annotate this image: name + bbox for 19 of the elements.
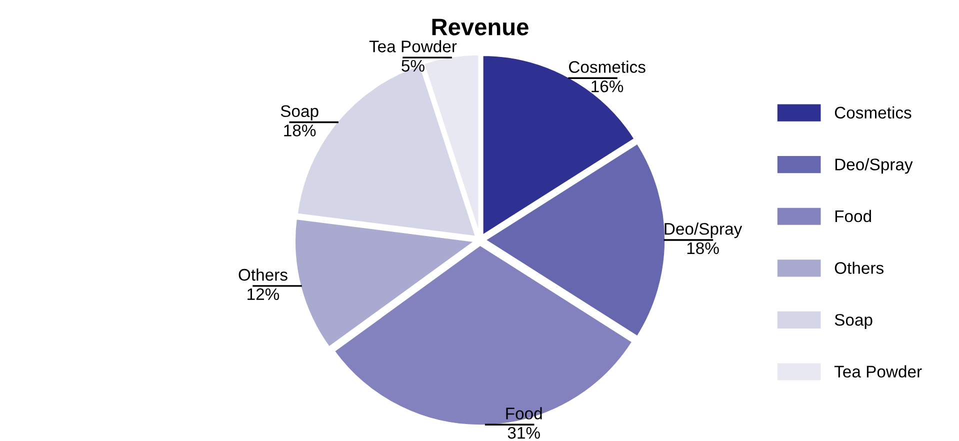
legend-label: Soap — [834, 314, 872, 330]
data-label: 12% — [248, 288, 280, 300]
legend-label: Others — [834, 262, 884, 274]
slice-label: Deo/Spray — [664, 222, 742, 238]
legend-label: Tea Powder — [834, 365, 922, 378]
slice-label: Tea Powder — [369, 40, 457, 52]
data-label: 5% — [402, 60, 424, 72]
legend-label: Deo/Spray — [835, 158, 913, 174]
slice-label: Cosmetics — [569, 60, 646, 73]
data-label: 18% — [687, 242, 719, 254]
data-label: 31% — [508, 426, 540, 439]
slice-label: Soap — [280, 105, 318, 120]
data-label: 16% — [592, 80, 624, 92]
chart-title: Revenue — [432, 18, 528, 36]
slice-label: Others — [238, 268, 288, 281]
data-label: 18% — [284, 124, 316, 136]
legend-label: Cosmetics — [834, 106, 912, 119]
slice-label: Food — [506, 407, 542, 420]
legend-label: Food — [835, 210, 871, 222]
